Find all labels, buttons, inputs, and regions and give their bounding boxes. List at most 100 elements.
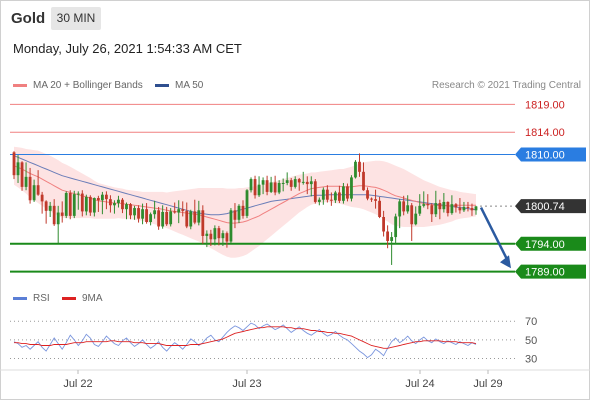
legend-ma20-swatch [13,84,27,87]
forecast-arrow-shaft [479,206,510,262]
candle-body [209,233,213,240]
candle-body [329,199,333,201]
candle-body [354,161,357,178]
candle-body [165,211,169,225]
candle-body [321,189,325,200]
level-label: 1814.00 [525,127,565,139]
candle-body [390,237,394,241]
candle-body [309,181,313,185]
candle-body [438,203,442,210]
candle-body [149,214,152,223]
candle-body [125,204,128,210]
legend-ma20: MA 20 + Bollinger Bands [13,80,143,91]
candle-body [32,185,36,201]
candle-body [72,194,76,216]
candle-body [225,233,229,242]
candle-body [64,193,68,216]
candle-body [454,204,458,208]
candle-body [358,161,361,172]
level-tag-pivot [515,147,586,162]
candle-body [153,210,157,215]
candle-body [261,180,265,185]
candle-body [342,186,345,201]
candle-body [185,210,189,227]
candle-body [181,209,185,211]
candle-body [92,198,96,213]
rsi-line [13,322,477,359]
candle-body [237,205,241,220]
candle-body [12,152,16,176]
legend-9ma-label: 9MA [82,293,103,304]
rsi-tick-label: 50 [525,335,537,347]
candle-body [257,184,261,196]
candles-group [12,151,478,265]
legend-rsi-label: RSI [33,293,50,304]
candle-body [474,206,478,211]
candle-body [117,199,120,204]
legend-9ma-swatch [62,297,76,300]
candle-body [402,201,406,212]
candle-body [141,209,144,219]
candle-body [217,228,221,239]
candle-body [221,233,225,239]
candle-body [109,199,112,206]
candle-body [434,203,438,215]
candle-body [40,194,44,202]
candle-body [157,210,161,227]
candle-body [241,205,245,216]
level-label: 1789.00 [525,267,565,279]
candle-body [317,199,321,202]
x-tick-label: Jul 24 [405,378,434,390]
interval-button[interactable]: 30 MIN [51,7,101,30]
candle-body [470,208,474,211]
candle-body [28,176,32,201]
candle-body [68,193,72,216]
legend-ma50-swatch [155,84,169,87]
candle-body [313,181,317,202]
credit-text: Research © 2021 Trading Central [431,80,581,91]
level-tag-support [515,236,586,251]
candle-body [394,216,398,238]
candle-body [450,204,454,214]
candle-body [398,201,402,217]
candle-body [16,162,20,176]
candle-body [24,176,28,187]
candle-body [410,205,414,225]
level-label: 1800.74 [525,201,565,213]
candle-body [338,192,341,201]
candle-body [418,205,422,214]
candle-body [406,205,410,212]
candle-body [426,204,430,206]
candle-body [462,206,466,211]
candle-body [161,211,165,227]
candle-body [333,192,337,201]
candle-body [325,189,329,200]
candle-body [233,210,237,220]
legend-ma50-label: MA 50 [175,80,204,91]
candle-body [273,182,277,193]
candle-body [205,233,209,236]
candle-body [133,208,136,216]
level-tag-support [515,264,586,279]
candle-body [297,179,301,183]
candle-body [350,177,353,199]
level-label: 1794.00 [525,239,565,251]
ma50-line [13,155,477,216]
candle-body [213,228,217,240]
candle-body [422,204,426,206]
candle-body [301,181,305,183]
candle-body [60,212,64,216]
legend-ma20-label: MA 20 + Bollinger Bands [33,80,143,91]
candle-body [382,216,385,232]
candle-body [346,186,349,199]
candle-body [169,211,173,225]
candle-body [56,212,60,225]
candle-body [370,198,373,200]
candle-body [177,209,181,213]
candle-body [305,181,309,185]
candle-body [113,203,116,206]
candle-body [245,190,249,216]
rsi-tick-label: 70 [525,316,537,328]
candle-body [466,206,470,209]
